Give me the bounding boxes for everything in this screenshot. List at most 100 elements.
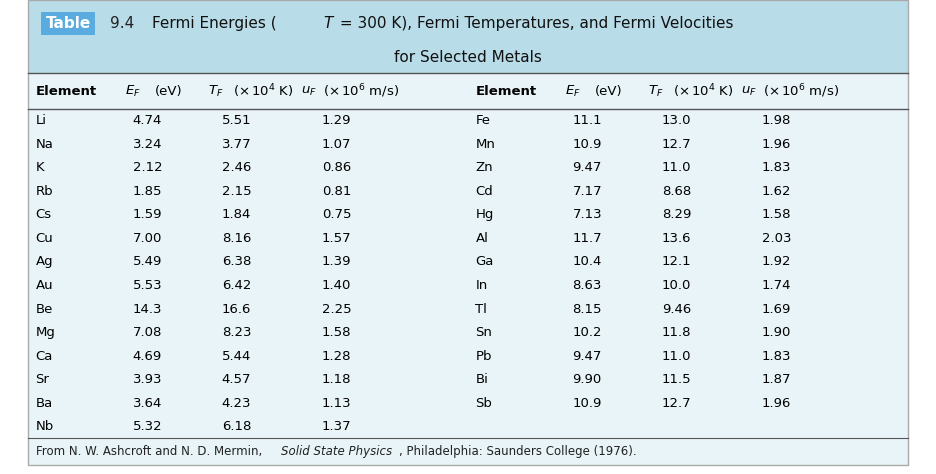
Text: Pb: Pb (475, 350, 492, 363)
Text: , Philadelphia: Saunders College (1976).: , Philadelphia: Saunders College (1976). (399, 445, 636, 458)
Text: Sn: Sn (475, 326, 492, 339)
Text: Zn: Zn (475, 161, 493, 174)
Text: 1.39: 1.39 (322, 255, 351, 268)
Text: 10.0: 10.0 (662, 279, 691, 292)
Text: 4.74: 4.74 (133, 114, 162, 128)
Text: 2.03: 2.03 (762, 232, 791, 245)
Text: 10.9: 10.9 (573, 397, 602, 410)
Text: 4.69: 4.69 (133, 350, 162, 363)
Text: Element: Element (36, 85, 96, 98)
Text: 12.7: 12.7 (662, 397, 692, 410)
Text: 11.5: 11.5 (662, 373, 692, 386)
Text: Al: Al (475, 232, 489, 245)
Text: Bi: Bi (475, 373, 489, 386)
Text: ($\times\,10^4$ K): ($\times\,10^4$ K) (233, 82, 293, 100)
Text: 9.4: 9.4 (110, 16, 135, 31)
Text: 5.32: 5.32 (133, 420, 162, 433)
Text: 5.53: 5.53 (133, 279, 162, 292)
Text: 11.1: 11.1 (573, 114, 602, 128)
Text: 1.96: 1.96 (762, 397, 791, 410)
Text: From N. W. Ashcroft and N. D. Mermin,: From N. W. Ashcroft and N. D. Mermin, (36, 445, 266, 458)
Text: 10.2: 10.2 (573, 326, 602, 339)
Text: 16.6: 16.6 (222, 302, 251, 316)
Text: 7.17: 7.17 (573, 185, 602, 198)
Text: 9.46: 9.46 (662, 302, 691, 316)
Text: Ca: Ca (36, 350, 53, 363)
Text: 9.47: 9.47 (573, 161, 602, 174)
Text: $\mathbf{\it{T}}_{\mathbf{\it{F}}}$: $\mathbf{\it{T}}_{\mathbf{\it{F}}}$ (649, 84, 664, 99)
Text: ($\times\,10^4$ K): ($\times\,10^4$ K) (673, 82, 733, 100)
Text: 4.23: 4.23 (222, 397, 251, 410)
Text: Sr: Sr (36, 373, 50, 386)
Text: 3.77: 3.77 (222, 138, 252, 151)
Text: 11.0: 11.0 (662, 161, 691, 174)
Text: 1.57: 1.57 (322, 232, 351, 245)
Text: 8.23: 8.23 (222, 326, 251, 339)
Text: 1.59: 1.59 (133, 209, 162, 221)
Text: 1.58: 1.58 (762, 209, 791, 221)
Text: Solid State Physics: Solid State Physics (281, 445, 392, 458)
Text: 6.18: 6.18 (222, 420, 251, 433)
Text: 1.87: 1.87 (762, 373, 791, 386)
Text: $\mathbf{\it{T}}_{\mathbf{\it{F}}}$: $\mathbf{\it{T}}_{\mathbf{\it{F}}}$ (209, 84, 224, 99)
Text: 1.85: 1.85 (133, 185, 162, 198)
Text: Ag: Ag (36, 255, 53, 268)
Text: 3.93: 3.93 (133, 373, 162, 386)
Text: 8.15: 8.15 (573, 302, 602, 316)
Text: 1.96: 1.96 (762, 138, 791, 151)
Text: 11.0: 11.0 (662, 350, 691, 363)
Text: 1.07: 1.07 (322, 138, 351, 151)
Text: 1.28: 1.28 (322, 350, 351, 363)
Text: Table: Table (46, 16, 91, 31)
Text: 0.75: 0.75 (322, 209, 351, 221)
Text: 6.42: 6.42 (222, 279, 251, 292)
Text: (eV): (eV) (154, 85, 183, 98)
Text: Na: Na (36, 138, 53, 151)
Text: 11.8: 11.8 (662, 326, 691, 339)
Text: 10.4: 10.4 (573, 255, 602, 268)
Text: ($\times\,10^6$ m/s): ($\times\,10^6$ m/s) (763, 82, 840, 100)
Text: 4.57: 4.57 (222, 373, 251, 386)
Text: 14.3: 14.3 (133, 302, 162, 316)
Text: 1.90: 1.90 (762, 326, 791, 339)
Text: 7.13: 7.13 (573, 209, 602, 221)
Text: 9.90: 9.90 (573, 373, 602, 386)
Text: 1.40: 1.40 (322, 279, 351, 292)
Text: 2.15: 2.15 (222, 185, 252, 198)
Text: (eV): (eV) (594, 85, 622, 98)
Text: 1.58: 1.58 (322, 326, 351, 339)
Text: 2.46: 2.46 (222, 161, 251, 174)
Text: 11.7: 11.7 (573, 232, 602, 245)
Text: $\mathbf{\it{u}}_{\mathbf{\it{F}}}$: $\mathbf{\it{u}}_{\mathbf{\it{F}}}$ (740, 85, 756, 98)
Text: Au: Au (36, 279, 53, 292)
Text: 8.63: 8.63 (573, 279, 602, 292)
Text: 1.62: 1.62 (762, 185, 791, 198)
Text: ($\times\,10^6$ m/s): ($\times\,10^6$ m/s) (323, 82, 400, 100)
Text: 5.51: 5.51 (222, 114, 252, 128)
Text: 1.84: 1.84 (222, 209, 251, 221)
Text: Be: Be (36, 302, 53, 316)
Text: 12.7: 12.7 (662, 138, 692, 151)
Text: 7.08: 7.08 (133, 326, 162, 339)
Text: 13.6: 13.6 (662, 232, 691, 245)
Text: Mn: Mn (475, 138, 495, 151)
Text: 8.16: 8.16 (222, 232, 251, 245)
Text: 3.64: 3.64 (133, 397, 162, 410)
Text: 2.12: 2.12 (133, 161, 162, 174)
Text: Mg: Mg (36, 326, 55, 339)
Text: $\mathbf{\it{E}}_{\mathbf{\it{F}}}$: $\mathbf{\it{E}}_{\mathbf{\it{F}}}$ (124, 84, 140, 99)
Text: Nb: Nb (36, 420, 53, 433)
Text: Fe: Fe (475, 114, 490, 128)
Text: Li: Li (36, 114, 47, 128)
Text: Element: Element (475, 85, 536, 98)
Text: Fermi Energies (: Fermi Energies ( (152, 16, 276, 31)
Text: 1.37: 1.37 (322, 420, 351, 433)
Text: 1.83: 1.83 (762, 350, 791, 363)
Text: 6.38: 6.38 (222, 255, 251, 268)
Text: 8.68: 8.68 (662, 185, 691, 198)
Text: K: K (36, 161, 44, 174)
Text: Cd: Cd (475, 185, 493, 198)
Text: for Selected Metals: for Selected Metals (394, 50, 542, 65)
Text: 1.29: 1.29 (322, 114, 351, 128)
Text: 12.1: 12.1 (662, 255, 692, 268)
